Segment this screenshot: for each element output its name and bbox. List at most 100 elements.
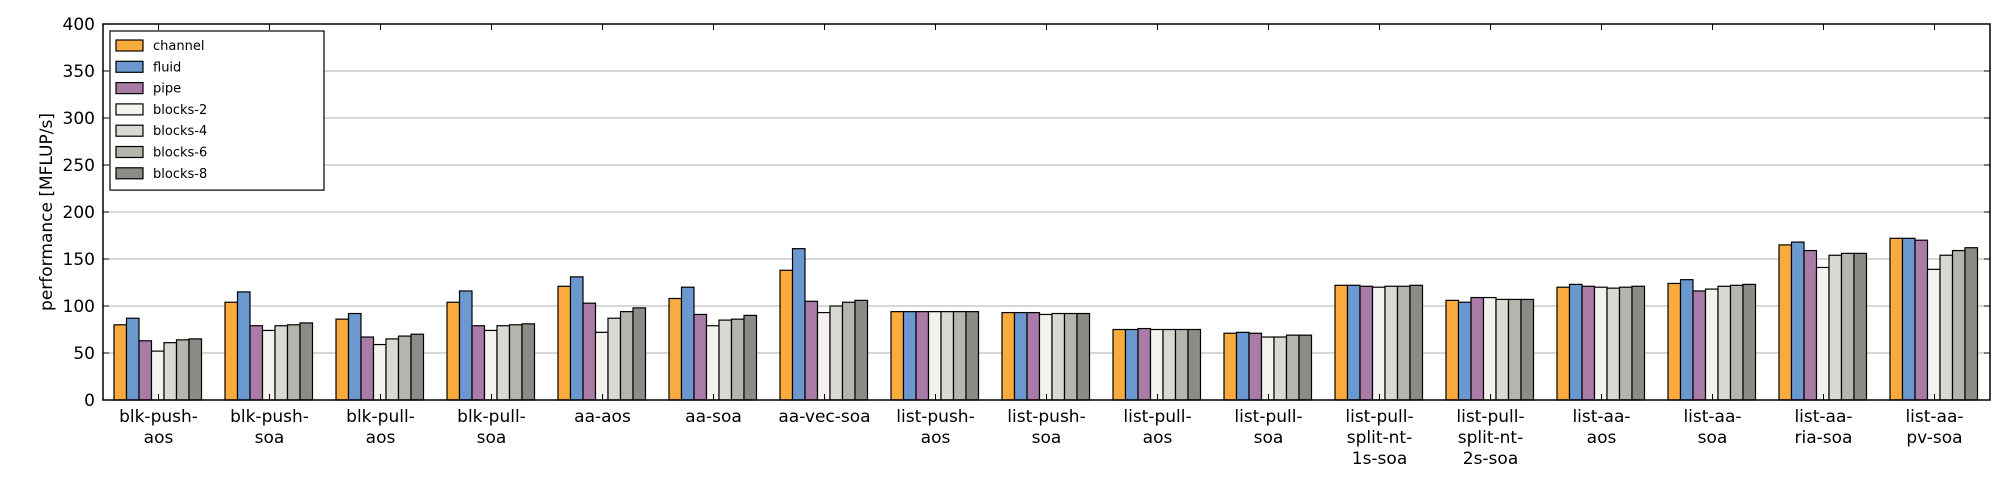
- bar-blocks-2-2: [372, 343, 387, 401]
- bar-blocks-6-1: [286, 324, 301, 401]
- x-tick-label: list-aa-ria-soa: [1794, 407, 1852, 448]
- bar-blocks-8-1: [299, 322, 314, 401]
- x-tick-label-line: aos: [144, 428, 174, 448]
- bar-blocks-2-0: [150, 350, 165, 401]
- x-tick-label-line: list-aa-: [1905, 407, 1963, 427]
- x-tick-label-line: aa-vec-soa: [778, 407, 870, 427]
- bar-blocks-6-11: [1396, 285, 1411, 401]
- bar-blocks-4-0: [163, 342, 178, 401]
- y-tick-label: 400: [63, 15, 95, 35]
- bar-fluid-9: [1124, 328, 1139, 401]
- bar-blocks-2-3: [483, 329, 498, 401]
- x-tick-label-line: blk-pull-: [346, 407, 415, 427]
- bar-blocks-8-6: [854, 299, 869, 401]
- bar-blocks-2-12: [1482, 296, 1497, 401]
- x-tick-label-line: aos: [921, 428, 951, 448]
- x-tick-label-line: blk-push-: [119, 407, 198, 427]
- x-tick-label-line: list-aa-: [1683, 407, 1741, 427]
- x-tick-label-line: ria-soa: [1795, 428, 1853, 448]
- legend-box: [109, 30, 325, 191]
- bar-blocks-2-6: [816, 311, 831, 401]
- bar-fluid-5: [680, 286, 695, 401]
- bar-pipe-1: [249, 325, 264, 401]
- bar-blocks-4-6: [829, 305, 844, 401]
- bar-channel-4: [557, 285, 572, 401]
- bar-blocks-6-8: [1063, 312, 1078, 401]
- x-tick-label: list-pull-aos: [1123, 407, 1191, 448]
- x-tick-label-line: list-pull-: [1234, 407, 1302, 427]
- legend-label-blocks-2: blocks-2: [153, 103, 207, 118]
- bar-blocks-6-3: [508, 324, 523, 401]
- bar-pipe-15: [1803, 249, 1818, 401]
- x-tick-label: list-aa-soa: [1683, 407, 1741, 448]
- bar-blocks-4-16: [1939, 254, 1954, 401]
- bar-blocks-2-14: [1704, 288, 1719, 401]
- bar-fluid-4: [569, 276, 584, 401]
- bar-blocks-6-9: [1174, 328, 1189, 401]
- bar-pipe-3: [471, 325, 486, 401]
- x-tick-label: aa-aos: [574, 407, 631, 427]
- bar-channel-5: [668, 297, 683, 401]
- y-axis-label: performance [MFLUP/s]: [37, 113, 57, 311]
- bar-blocks-6-5: [730, 318, 745, 401]
- legend-swatch-fluid: [115, 60, 144, 73]
- legend-label-fluid: fluid: [153, 60, 181, 75]
- bar-channel-13: [1556, 286, 1571, 401]
- legend-swatch-pipe: [115, 81, 144, 95]
- bar-blocks-8-11: [1409, 284, 1424, 401]
- x-tick-label-line: list-aa-: [1794, 407, 1852, 427]
- y-tick-label: 300: [63, 109, 95, 129]
- bar-blocks-8-3: [521, 323, 536, 401]
- bar-blocks-6-12: [1507, 298, 1522, 401]
- legend-label-pipe: pipe: [153, 82, 181, 97]
- bar-channel-11: [1334, 284, 1349, 401]
- bar-blocks-4-12: [1495, 298, 1510, 401]
- bar-blocks-6-10: [1285, 334, 1300, 401]
- bar-blocks-4-10: [1273, 336, 1288, 401]
- x-tick-label: aa-soa: [685, 407, 742, 427]
- bar-pipe-16: [1914, 239, 1929, 401]
- bar-blocks-6-4: [619, 311, 634, 401]
- bar-blocks-2-10: [1260, 336, 1275, 401]
- bar-blocks-4-13: [1606, 287, 1621, 401]
- bar-fluid-8: [1013, 311, 1028, 401]
- bar-blocks-4-5: [718, 319, 733, 401]
- bar-fluid-6: [791, 248, 806, 401]
- bar-blocks-4-14: [1717, 285, 1732, 401]
- x-tick-label: aa-vec-soa: [778, 407, 870, 427]
- bar-blocks-6-14: [1729, 284, 1744, 401]
- y-tick-label: 0: [84, 391, 95, 411]
- bar-blocks-8-14: [1742, 283, 1757, 401]
- x-tick-label-line: list-pull-: [1456, 407, 1524, 427]
- bar-channel-14: [1667, 282, 1682, 401]
- x-tick-label-line: blk-pull-: [457, 407, 526, 427]
- x-tick-label-line: list-push-: [1007, 407, 1085, 427]
- bar-fluid-13: [1568, 283, 1583, 401]
- bar-blocks-6-16: [1951, 249, 1966, 401]
- bar-blocks-4-7: [940, 311, 955, 401]
- bar-blocks-2-9: [1149, 328, 1164, 401]
- legend-swatch-blocks-4: [115, 124, 144, 137]
- bar-pipe-8: [1026, 311, 1041, 401]
- x-tick-label-line: soa: [1032, 428, 1062, 448]
- bar-channel-9: [1112, 328, 1127, 401]
- bar-fluid-12: [1457, 301, 1472, 401]
- y-tick-label: 250: [63, 156, 95, 176]
- bar-blocks-2-11: [1371, 286, 1386, 401]
- bar-pipe-13: [1581, 285, 1596, 401]
- x-tick-label: blk-pull-soa: [457, 407, 526, 448]
- x-tick-label-line: aa-soa: [685, 407, 742, 427]
- bar-blocks-2-15: [1815, 266, 1830, 401]
- bar-pipe-0: [138, 340, 153, 401]
- bar-fluid-0: [125, 317, 140, 401]
- x-tick-label-line: soa: [1698, 428, 1728, 448]
- legend-swatch-channel: [115, 39, 144, 52]
- bar-channel-15: [1778, 244, 1793, 401]
- x-tick-label-line: aa-aos: [574, 407, 631, 427]
- bar-blocks-8-4: [632, 307, 647, 401]
- x-tick-label-line: pv-soa: [1906, 428, 1962, 448]
- bar-blocks-6-13: [1618, 286, 1633, 401]
- bar-blocks-2-5: [705, 325, 720, 401]
- x-tick-label: list-aa-pv-soa: [1905, 407, 1963, 448]
- legend: channel fluid pipe blocks-2 blocks-4 blocks-6…: [109, 30, 325, 191]
